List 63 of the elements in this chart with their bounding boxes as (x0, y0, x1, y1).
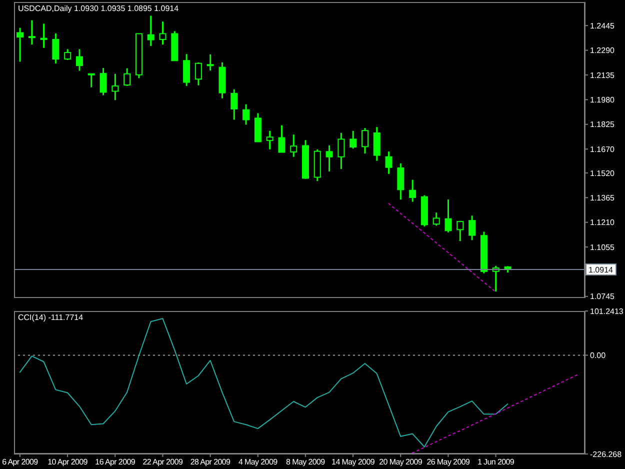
candlestick (112, 73, 119, 101)
x-tick-label: 8 May 2009 (286, 458, 326, 467)
y-tick-label: 1.1520 (590, 168, 616, 178)
candlestick (147, 14, 154, 47)
y-tick-label: 1.1055 (590, 242, 616, 252)
x-tick-label: 1 Jun 2009 (477, 458, 515, 467)
y-tick-label: 1.0745 (590, 292, 616, 302)
y-tick-label: 1.2445 (590, 21, 616, 30)
chart-title: USDCAD,Daily 1.0930 1.0935 1.0895 1.0914 (18, 4, 179, 14)
y-tick-label: 1.1365 (590, 193, 616, 202)
y-tick-label: 1.1670 (590, 144, 616, 154)
x-tick-label: 16 Apr 2009 (95, 458, 136, 467)
candlestick (468, 214, 476, 241)
candlestick (242, 104, 250, 126)
candlestick (124, 68, 131, 87)
candlestick (373, 126, 380, 162)
candlestick (432, 212, 440, 226)
candlestick (290, 134, 298, 158)
candlestick (266, 130, 274, 150)
y-tick-label: 1.1210 (590, 218, 616, 228)
y-tick-label: 1.2135 (590, 70, 616, 80)
candlestick (397, 162, 404, 200)
x-tick-label: 28 Apr 2009 (190, 458, 232, 467)
candlestick (159, 20, 166, 46)
candlestick (52, 32, 60, 64)
candlestick (230, 88, 238, 120)
candlestick (40, 22, 48, 49)
ref-line-label: 1.0914 (588, 265, 614, 274)
candlestick (278, 124, 286, 154)
line-series (412, 373, 580, 454)
y-tick-label: 101.2413 (590, 306, 624, 316)
candlestick (206, 54, 214, 72)
candlestick (326, 144, 333, 172)
x-tick-label: 6 Apr 2009 (2, 458, 39, 467)
y-tick-label: -226.268 (590, 450, 622, 459)
x-tick-label: 20 May 2009 (379, 458, 423, 467)
candlestick (100, 67, 107, 96)
candlestick (456, 220, 464, 242)
candlestick (350, 130, 357, 150)
candlestick (64, 48, 72, 61)
x-tick-label: 4 May 2009 (238, 458, 278, 467)
y-tick-label: 1.2290 (590, 46, 616, 56)
candlestick (194, 62, 202, 86)
y-tick-label: 1.1980 (590, 96, 616, 104)
y-tick-label: 1.1825 (590, 120, 616, 130)
candlestick (444, 198, 452, 234)
candlestick (88, 73, 95, 88)
candlestick (254, 112, 262, 143)
candlestick (385, 150, 392, 175)
candlestick (16, 27, 24, 62)
candlestick (409, 179, 416, 203)
chart-title: CCI(14) -111.7714 (18, 313, 84, 323)
candlestick (338, 132, 345, 170)
candlestick (183, 53, 190, 87)
candlestick (361, 127, 368, 154)
y-tick-label: 0.00 (590, 351, 606, 360)
x-tick-label: 22 Apr 2009 (142, 458, 184, 467)
x-tick-label: 10 Apr 2009 (48, 458, 88, 467)
candlestick (28, 20, 36, 46)
candlestick (76, 48, 83, 72)
x-tick-label: 26 May 2009 (426, 458, 471, 467)
x-tick-label: 14 May 2009 (332, 458, 376, 467)
line-series (388, 203, 496, 292)
